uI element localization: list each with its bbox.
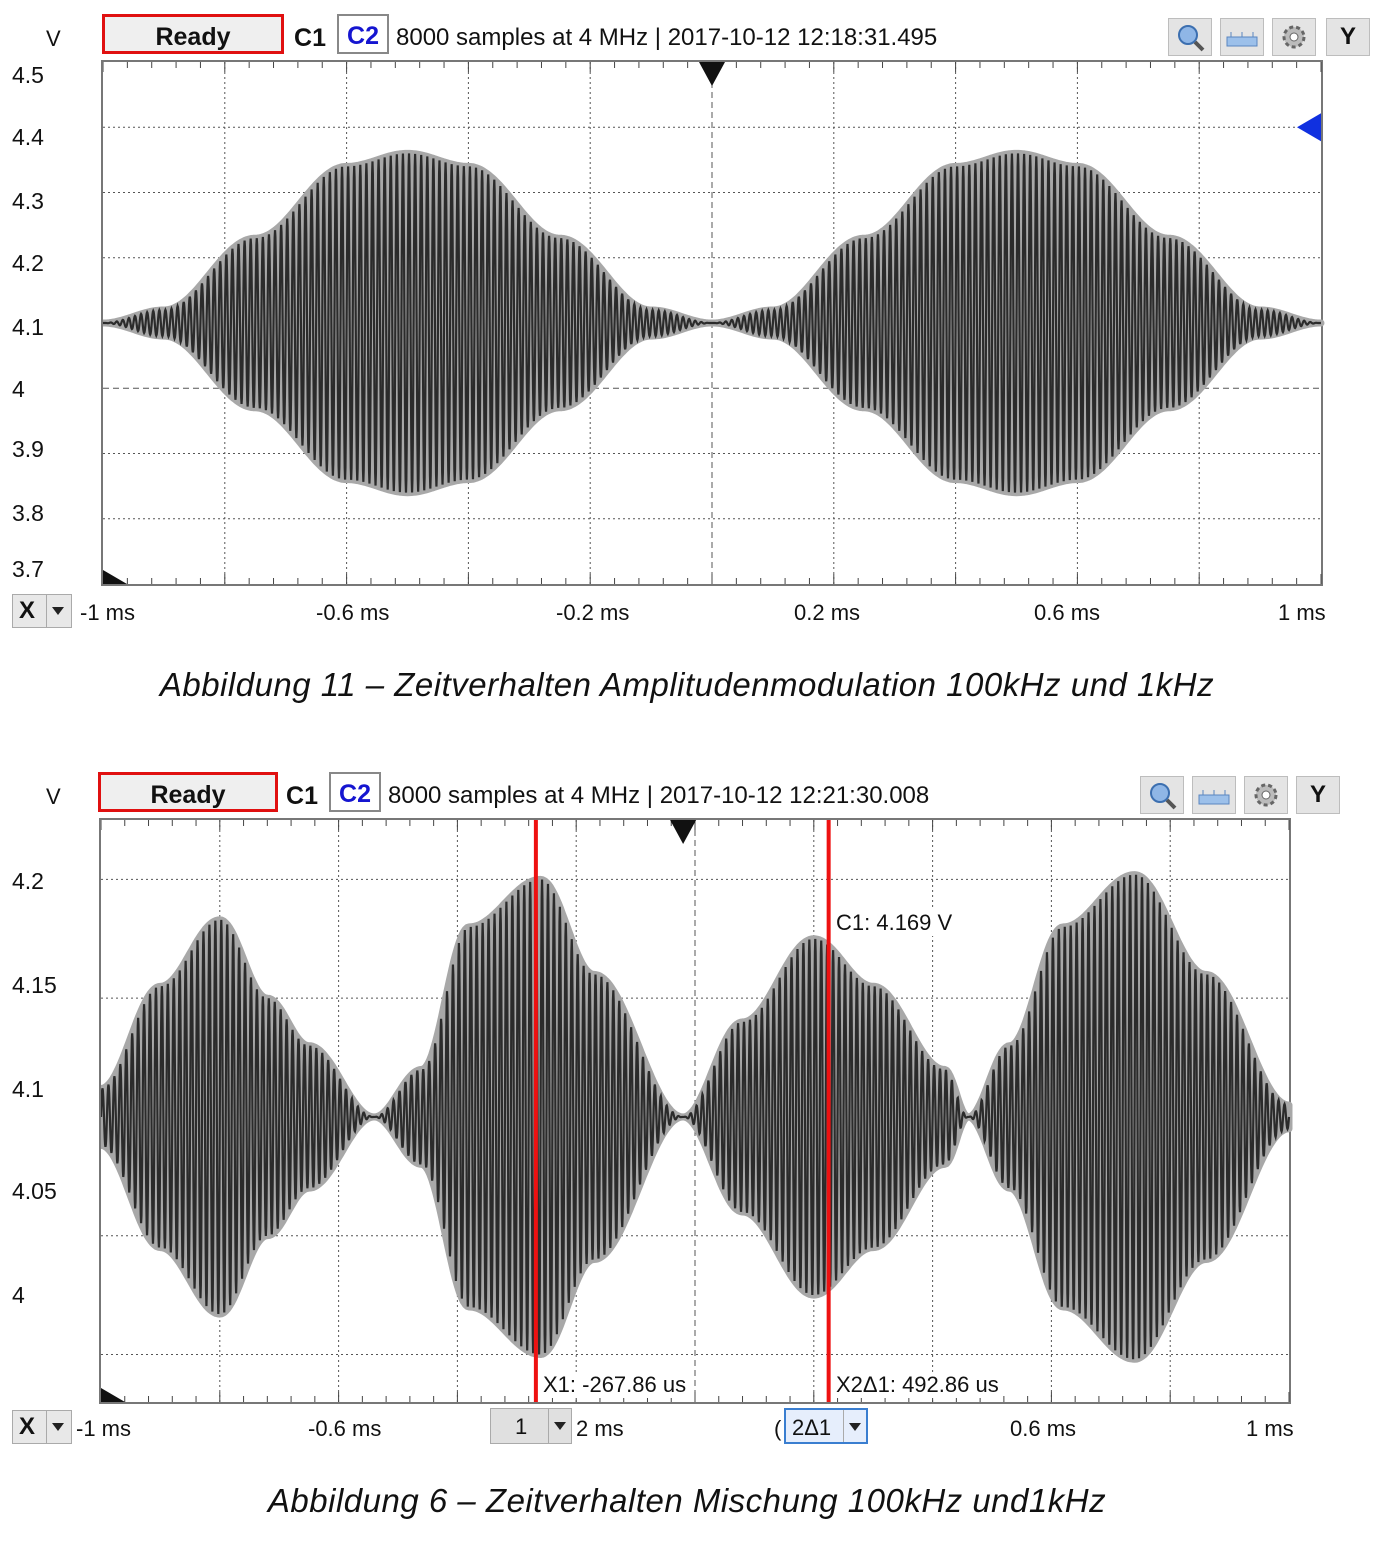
x-tick: -1 ms bbox=[76, 1416, 131, 1441]
y-unit-label: V bbox=[46, 784, 61, 809]
trigger-position-marker bbox=[670, 820, 697, 844]
gear-icon[interactable] bbox=[1272, 18, 1316, 56]
signal-trace-c1 bbox=[101, 874, 1291, 1360]
cursor-2-selector-label: 2Δ1 bbox=[792, 1415, 832, 1440]
y-tick: 4.5 bbox=[12, 62, 44, 88]
chevron-down-icon[interactable] bbox=[46, 1411, 71, 1443]
channel-c1-button[interactable]: C1 bbox=[286, 782, 318, 810]
y-tick: 3.7 bbox=[12, 556, 44, 582]
y-tick: 4 bbox=[12, 1282, 25, 1308]
status-ready-button[interactable]: Ready bbox=[102, 14, 284, 54]
x-axis-label: X bbox=[19, 1413, 36, 1440]
scope-panel-1: V Ready C1 C2 8000 samples at 4 MHz | 20… bbox=[0, 0, 1374, 720]
channel-c2-button[interactable]: C2 bbox=[329, 772, 381, 812]
x-axis-label: X bbox=[19, 597, 36, 624]
y-tick: 3.9 bbox=[12, 436, 44, 462]
figure-caption: Abbildung 11 – Zeitverhalten Amplitudenm… bbox=[159, 666, 1215, 703]
waveform-svg bbox=[101, 820, 1293, 1402]
cursor-x1-label: X1: -267.86 us bbox=[543, 1372, 687, 1398]
x-tick: 1 ms bbox=[1246, 1416, 1294, 1441]
y-tick: 4.05 bbox=[12, 1178, 57, 1204]
trigger-position-marker bbox=[699, 62, 725, 86]
x-tick: -0.2 ms bbox=[556, 600, 630, 625]
y-tick: 4.3 bbox=[12, 188, 44, 214]
channel-c2-button[interactable]: C2 bbox=[337, 14, 389, 54]
scope-panel-2: V Ready C1 C2 8000 samples at 4 MHz | 20… bbox=[0, 760, 1374, 1548]
zoom-icon[interactable] bbox=[1140, 776, 1184, 814]
y-tick: 4.4 bbox=[12, 124, 44, 150]
x-tick: 0.2 ms bbox=[794, 600, 861, 625]
signal-trace-c1 bbox=[103, 153, 1321, 493]
plot-area[interactable] bbox=[99, 818, 1293, 1404]
acquisition-info: 8000 samples at 4 MHz | 2017-10-12 12:21… bbox=[388, 782, 930, 809]
figure-caption: Abbildung 6 – Zeitverhalten Mischung 100… bbox=[267, 1482, 1107, 1519]
waveform-svg bbox=[103, 62, 1325, 584]
y-tick: 4 bbox=[12, 376, 25, 402]
y-tick: 4.2 bbox=[12, 250, 44, 276]
channel-c1-button[interactable]: C1 bbox=[294, 24, 326, 52]
measure-icon[interactable] bbox=[1192, 776, 1236, 814]
x-tick: 1 ms bbox=[1278, 600, 1326, 625]
cursor-1-selector-label: 1 bbox=[515, 1414, 528, 1439]
ground-marker bbox=[101, 1388, 125, 1402]
x-axis-selector[interactable]: X bbox=[12, 1410, 72, 1444]
chevron-down-icon[interactable] bbox=[548, 1409, 571, 1443]
y-tick: 4.1 bbox=[12, 314, 44, 340]
x-tick: -1 ms bbox=[80, 600, 135, 625]
x-axis-selector[interactable]: X bbox=[12, 594, 72, 628]
y-tick: 4.2 bbox=[12, 868, 44, 894]
c2-level-marker bbox=[1297, 113, 1321, 142]
ground-marker bbox=[103, 570, 127, 584]
cursor-2-selector[interactable]: 2Δ1 bbox=[784, 1408, 868, 1444]
status-ready-button[interactable]: Ready bbox=[98, 772, 278, 812]
acquisition-info: 8000 samples at 4 MHz | 2017-10-12 12:18… bbox=[396, 24, 938, 51]
cursor-x2-readout: C1: 4.169 V bbox=[836, 910, 953, 936]
y-tick: 4.1 bbox=[12, 1076, 44, 1102]
x-tick: -0.6 ms bbox=[308, 1416, 382, 1441]
x-tick: 0.6 ms bbox=[1034, 600, 1101, 625]
y-tick: 4.15 bbox=[12, 972, 57, 998]
cursor-x2-label: X2Δ1: 492.86 us bbox=[836, 1372, 999, 1398]
x-tick-prefix: ( bbox=[774, 1416, 782, 1441]
plot-area[interactable] bbox=[101, 60, 1325, 586]
measure-icon[interactable] bbox=[1220, 18, 1264, 56]
chevron-down-icon[interactable] bbox=[843, 1410, 866, 1442]
x-tick: 2 ms bbox=[576, 1416, 624, 1441]
y-unit-label: V bbox=[46, 26, 61, 51]
chevron-down-icon[interactable] bbox=[46, 595, 71, 627]
x-tick: 0.6 ms bbox=[1010, 1416, 1077, 1441]
x-tick: -0.6 ms bbox=[316, 600, 390, 625]
cursor-1-selector[interactable]: 1 bbox=[490, 1408, 572, 1444]
y-axis-button[interactable]: Y bbox=[1326, 18, 1370, 56]
gear-icon[interactable] bbox=[1244, 776, 1288, 814]
zoom-icon[interactable] bbox=[1168, 18, 1212, 56]
y-axis-button[interactable]: Y bbox=[1296, 776, 1340, 814]
y-tick: 3.8 bbox=[12, 500, 44, 526]
